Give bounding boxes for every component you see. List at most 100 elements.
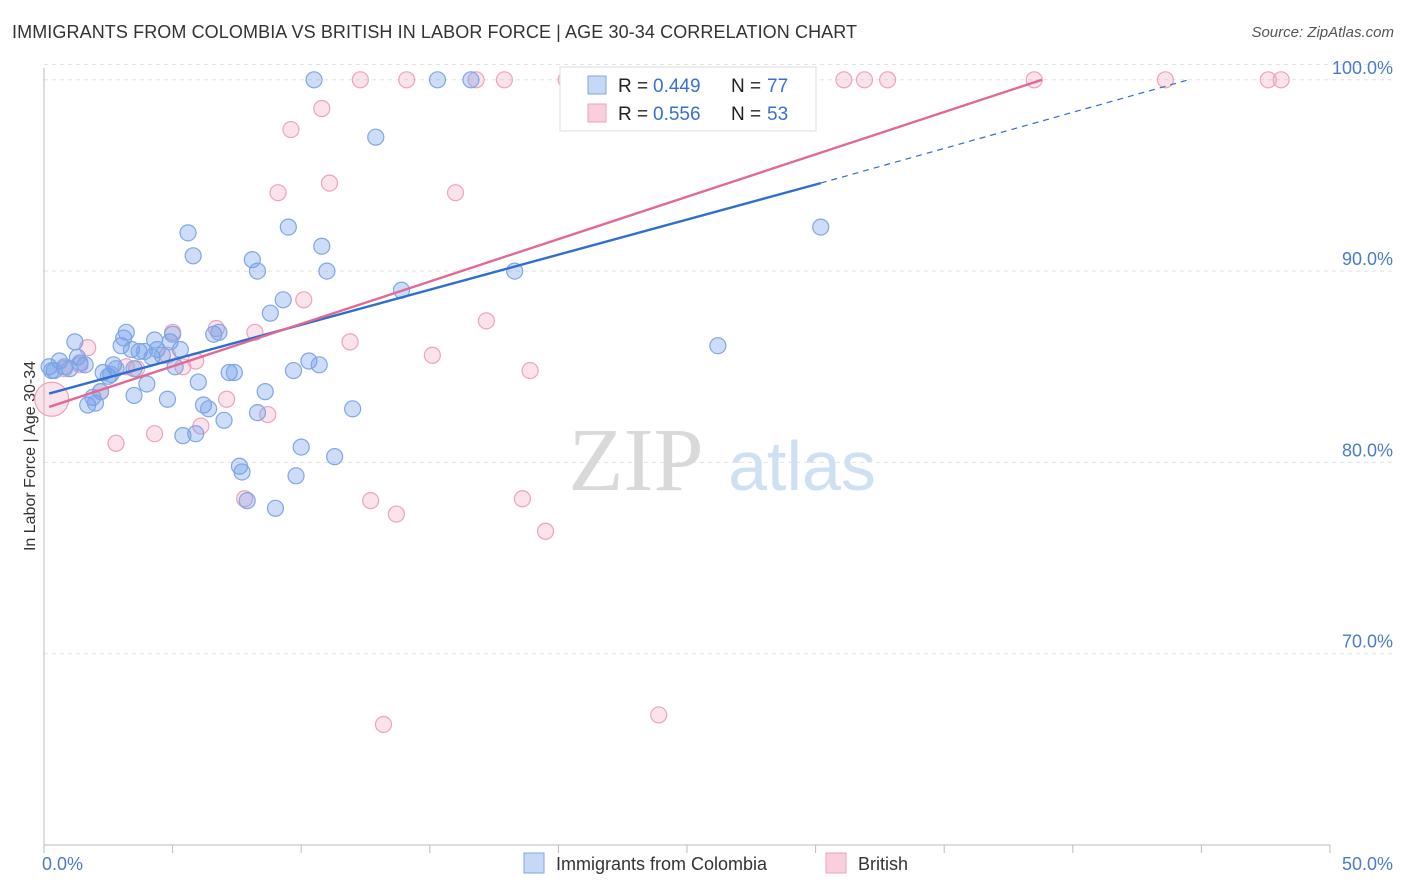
british-point xyxy=(1272,71,1290,89)
colombia-point xyxy=(709,337,727,355)
british-point xyxy=(879,71,897,89)
british-trend-line xyxy=(48,78,1043,409)
y-tick-label-70: 70.0% xyxy=(1342,632,1393,652)
colombia-point xyxy=(174,427,192,445)
british-point xyxy=(259,405,277,424)
colombia-point xyxy=(125,386,143,405)
y-tick-label-100: 100.0% xyxy=(1332,58,1393,78)
british-point xyxy=(313,99,331,118)
x-tick-labels: 0.0% 50.0% xyxy=(42,854,1393,874)
legend-n-label-1: N = xyxy=(731,76,761,97)
colombia-point xyxy=(261,304,279,322)
source-label: Source: ZipAtlas.com xyxy=(1251,24,1394,41)
colombia-point xyxy=(66,333,84,351)
british-point xyxy=(282,120,300,139)
colombia-point xyxy=(189,373,207,391)
x-tick-label-0: 0.0% xyxy=(42,854,83,874)
british-point xyxy=(467,71,485,89)
british-point xyxy=(107,434,125,452)
british-point xyxy=(835,71,853,89)
colombia-point xyxy=(117,323,135,341)
colombia-point xyxy=(300,352,318,370)
colombia-point xyxy=(187,425,205,443)
british-point xyxy=(423,346,441,364)
axes xyxy=(43,68,1331,853)
colombia-point xyxy=(292,438,310,456)
colombia-point xyxy=(43,361,61,380)
colombia-point xyxy=(248,262,267,280)
colombia-point xyxy=(428,71,447,89)
y-tick-label-90: 90.0% xyxy=(1342,249,1393,269)
correlation-legend: R = 0.449 N = 77 R = 0.556 N = 53 xyxy=(559,66,817,132)
chart-title: IMMIGRANTS FROM COLOMBIA VS BRITISH IN L… xyxy=(12,22,858,42)
colombia-point xyxy=(200,400,218,418)
colombia-point xyxy=(233,463,251,481)
watermark-atlas: atlas xyxy=(728,427,876,505)
colombia-point xyxy=(256,383,274,401)
british-point xyxy=(477,312,495,330)
y-tick-label-80: 80.0% xyxy=(1342,440,1393,460)
legend-n-value-2: 53 xyxy=(767,104,788,125)
colombia-point xyxy=(326,448,344,466)
colombia-point xyxy=(266,499,285,517)
colombia-point xyxy=(225,363,243,382)
british-point xyxy=(387,505,405,523)
british-point xyxy=(513,490,531,508)
legend-swatch-pink xyxy=(587,103,607,123)
british-point xyxy=(1259,71,1277,89)
british-point xyxy=(236,490,254,508)
colombia-point xyxy=(812,218,830,236)
colombia-point xyxy=(305,71,323,89)
colombia-trend-line xyxy=(48,181,822,395)
x-tick-label-50: 50.0% xyxy=(1342,854,1393,874)
legend-bottom-label-british: British xyxy=(858,854,908,874)
y-tick-labels: 70.0% 80.0% 90.0% 100.0% xyxy=(1332,58,1393,652)
british-points xyxy=(34,71,1290,734)
legend-swatch-blue xyxy=(587,75,607,95)
colombia-point xyxy=(344,400,362,418)
colombia-point xyxy=(284,361,303,380)
british-point xyxy=(521,361,539,380)
british-point xyxy=(495,71,513,89)
colombia-point xyxy=(313,237,331,255)
colombia-point xyxy=(179,224,197,242)
colombia-point xyxy=(215,411,233,429)
colombia-point xyxy=(279,218,297,236)
colombia-point xyxy=(158,390,177,408)
british-point xyxy=(295,291,313,309)
british-point xyxy=(351,71,369,89)
colombia-point xyxy=(138,375,156,393)
watermark-zip: ZIP xyxy=(569,411,704,510)
british-point xyxy=(218,390,236,408)
british-point xyxy=(269,184,287,202)
colombia-points xyxy=(40,71,830,517)
colombia-point xyxy=(184,247,202,265)
legend-r-label-2: R = xyxy=(618,104,648,125)
colombia-point xyxy=(238,492,256,510)
british-point xyxy=(320,174,339,192)
colombia-trend-extension xyxy=(820,79,1189,184)
legend-r-value-1: 0.449 xyxy=(653,76,701,97)
legend-bottom-swatch-blue xyxy=(523,852,545,874)
legend-n-value-1: 77 xyxy=(767,76,788,97)
legend-r-label-1: R = xyxy=(618,76,648,97)
colombia-point xyxy=(210,323,228,341)
trend-lines xyxy=(48,78,1189,409)
y-axis-label: In Labor Force | Age 30-34 xyxy=(22,361,39,551)
colombia-point xyxy=(164,325,182,343)
british-point xyxy=(1156,71,1174,89)
colombia-point xyxy=(462,71,480,89)
legend-n-label-2: N = xyxy=(731,104,761,125)
british-point xyxy=(536,522,555,540)
british-point xyxy=(34,381,70,417)
gridlines xyxy=(44,63,1392,655)
colombia-point xyxy=(220,363,238,382)
series-legend: Immigrants from Colombia British xyxy=(523,852,908,874)
colombia-point xyxy=(68,348,87,366)
legend-bottom-label-colombia: Immigrants from Colombia xyxy=(556,854,768,874)
colombia-point xyxy=(318,262,336,280)
colombia-point xyxy=(248,404,267,422)
british-point xyxy=(374,715,393,734)
british-point xyxy=(362,492,380,510)
